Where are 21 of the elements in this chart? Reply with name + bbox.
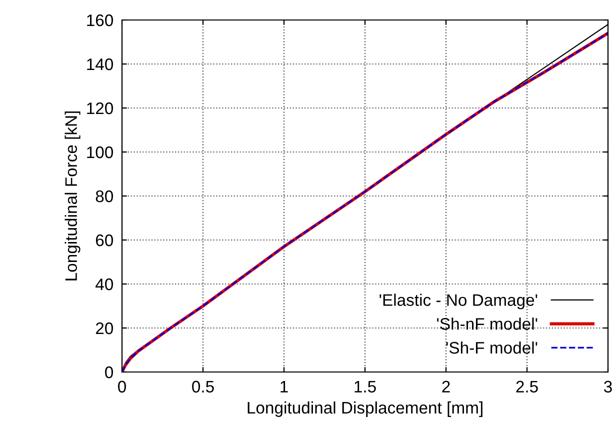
y-tick-label: 80 (96, 190, 114, 202)
y-tick-label: 120 (87, 102, 114, 114)
y-axis-title: Longitudinal Force [kN] (64, 111, 80, 280)
legend-label: 'Sh-F model' (446, 341, 538, 354)
legend-label: 'Elastic - No Damage' (380, 294, 538, 310)
x-tick-label: 1.5 (354, 380, 376, 393)
y-tick-label: 140 (87, 58, 114, 70)
x-tick-label: 2 (442, 380, 450, 392)
y-tick-label: 40 (96, 278, 114, 290)
y-tick-label: 100 (87, 146, 114, 158)
y-tick-label: 20 (96, 322, 114, 334)
y-tick-label: 0 (105, 366, 114, 378)
legend-label: 'Sh-nF model' (437, 318, 538, 330)
x-tick-label: 1 (280, 380, 288, 392)
x-tick-label: 0.5 (192, 380, 214, 393)
x-tick-label: 2.5 (516, 380, 538, 393)
y-tick-label: 160 (87, 14, 114, 26)
y-tick-label: 60 (96, 234, 114, 246)
x-tick-label: 0 (118, 380, 126, 393)
x-axis-title: Longitudinal Displacement [mm] (248, 401, 482, 417)
x-tick-label: 3 (604, 380, 612, 393)
